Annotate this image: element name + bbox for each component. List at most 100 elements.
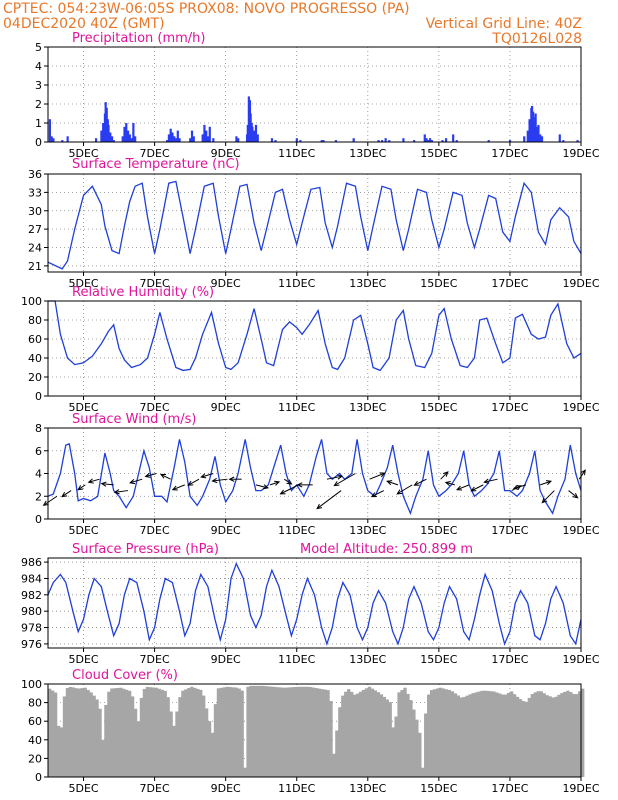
wind-arrow-head <box>61 492 68 498</box>
y-tick-label: 21 <box>28 260 42 273</box>
model-altitude-label: Model Altitude: 250.899 m <box>300 542 473 557</box>
cloud-cover-column <box>255 685 259 777</box>
wind-arrow-head <box>386 480 393 486</box>
cloud-cover-column <box>290 687 295 777</box>
cloud-cover-column <box>530 694 535 777</box>
cloud-cover-column <box>305 686 309 777</box>
cloud-cover-column <box>465 695 469 777</box>
cloud-cover-column <box>415 719 419 777</box>
x-tick-label: 19DEC <box>562 277 599 290</box>
cloud-cover-column <box>438 687 443 777</box>
cloud-cover-column <box>376 692 381 777</box>
wind-vector-arrow <box>77 484 86 491</box>
cloud-cover-column <box>276 687 280 777</box>
wind-arrow-head <box>87 478 94 484</box>
x-tick-label: 5DEC <box>68 782 98 795</box>
cloud-cover-column <box>293 686 298 777</box>
x-tick-label: 7DEC <box>140 653 170 666</box>
y-tick-label: 60 <box>28 333 42 346</box>
precipitation-bar <box>428 138 432 142</box>
pressure-plot: 976 978 980 982 984 986 5DEC 7DEC 9DEC 11DEC 13DEC… <box>21 556 600 666</box>
precipitation-bar <box>381 140 384 142</box>
cloud-cover-column <box>178 697 182 777</box>
precipitation-bar <box>128 134 131 142</box>
precipitation-bar <box>444 138 448 142</box>
precipitation-bar <box>206 136 210 142</box>
cloud-cover-column <box>163 690 167 777</box>
wind-arrow-head <box>286 479 293 485</box>
cloud-cover-column <box>314 688 318 777</box>
precipitation-bar <box>169 128 172 142</box>
wind-vector-arrow <box>43 495 58 506</box>
cloud-cover-column <box>536 691 540 777</box>
pressure-title: Surface Pressure (hPa) <box>72 542 219 557</box>
cloud-cover-column <box>323 689 327 777</box>
cloud-cover-column <box>382 696 386 777</box>
cloud-cover-column <box>148 687 153 777</box>
cloud-cover-column <box>495 692 499 777</box>
x-tick-label: 7DEC <box>140 524 170 537</box>
precipitation-bar <box>558 134 561 142</box>
x-tick-label: 19DEC <box>562 653 599 666</box>
precipitation-bar <box>176 130 179 142</box>
precipitation-bar <box>528 119 531 142</box>
wind-vector-arrow <box>440 471 449 480</box>
wind-arrow-head <box>296 482 303 488</box>
y-tick-label: 984 <box>21 572 42 585</box>
cloud-cover-column <box>68 686 73 777</box>
wind-arrow-head <box>470 486 477 492</box>
precipitation-bar <box>256 134 259 142</box>
cloud-cover-column <box>311 687 315 777</box>
cloud-cover-column <box>124 689 129 777</box>
x-tick-label: 13DEC <box>349 147 386 160</box>
cloud-cover-column <box>139 697 144 777</box>
wind-vector-arrow <box>513 484 527 489</box>
cloud-cover-column <box>355 693 360 777</box>
precipitation-bar <box>425 138 428 142</box>
plot-border <box>47 173 582 273</box>
x-tick-label: 9DEC <box>211 147 241 160</box>
y-tick-label: 2 <box>35 98 42 111</box>
cloud-cover-column <box>509 691 514 777</box>
cloud-cover-column <box>157 688 161 777</box>
cloud-cover-column <box>258 685 262 777</box>
series-line <box>47 562 582 646</box>
wind-vector-arrow <box>387 480 399 486</box>
cloud-cover-column <box>231 687 235 777</box>
wind-arrow-head <box>159 473 166 479</box>
cloud-cover-column <box>169 711 173 777</box>
series-line <box>47 180 582 270</box>
precipitation-bar <box>334 140 338 142</box>
temperature-title: Surface Temperature (nC) <box>72 157 240 172</box>
x-tick-label: 9DEC <box>211 277 241 290</box>
temperature-panel: Surface Temperature (nC) 21 24 27 30 33 36 5DE… <box>28 157 600 290</box>
wind-arrow-head <box>442 471 449 477</box>
y-tick-label: 20 <box>28 371 42 384</box>
cloud-cover-column <box>127 690 132 777</box>
cloud-cover-column <box>575 694 579 777</box>
wind-vector-arrow <box>371 490 385 498</box>
cloud-cover-column <box>335 730 339 777</box>
precipitation-bar <box>441 140 444 142</box>
cloud-cover-column <box>539 691 543 777</box>
header-model-id: TQ0126L028 <box>491 31 582 47</box>
cloud-cover-column <box>432 689 437 777</box>
cloud-cover-column <box>240 690 244 777</box>
plot-frame <box>47 173 582 273</box>
cloud-cover-column <box>59 727 64 777</box>
cloud-cover-column <box>412 709 416 777</box>
header-location: CPTEC: 054:23W-06:05S PROX08: NOVO PROGR… <box>3 1 410 17</box>
cloud-cover-column <box>542 693 546 777</box>
plot-frame <box>47 46 582 143</box>
precipitation-bar <box>94 138 98 142</box>
cloud-cover-column <box>116 687 120 777</box>
cloud-cover-column <box>400 690 404 777</box>
precipitation-bar <box>423 134 426 142</box>
cloud-cover-column <box>86 690 90 777</box>
cloud-cover-column <box>80 688 84 777</box>
y-tick-label: 0 <box>35 136 42 149</box>
cloud-cover-column <box>175 711 179 777</box>
cloud-cover-column <box>373 690 378 777</box>
cloud-cover-column <box>284 687 289 777</box>
precipitation-bar <box>430 140 433 142</box>
